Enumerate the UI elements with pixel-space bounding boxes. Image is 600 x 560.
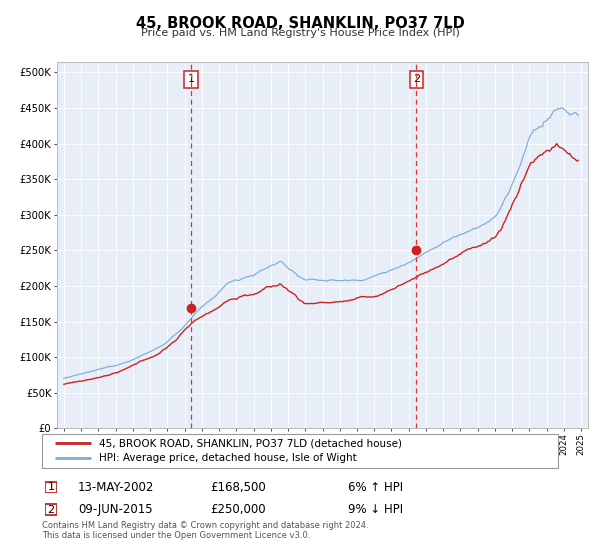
Text: 2: 2 (413, 74, 420, 85)
FancyBboxPatch shape (46, 504, 56, 515)
Text: 45, BROOK ROAD, SHANKLIN, PO37 7LD (detached house): 45, BROOK ROAD, SHANKLIN, PO37 7LD (deta… (99, 438, 402, 449)
Text: 13-MAY-2002: 13-MAY-2002 (78, 480, 154, 494)
Text: HPI: Average price, detached house, Isle of Wight: HPI: Average price, detached house, Isle… (99, 453, 356, 463)
Text: 2: 2 (47, 505, 55, 515)
Text: 45, BROOK ROAD, SHANKLIN, PO37 7LD: 45, BROOK ROAD, SHANKLIN, PO37 7LD (136, 16, 464, 31)
FancyBboxPatch shape (42, 434, 558, 468)
FancyBboxPatch shape (46, 482, 56, 493)
Text: Price paid vs. HM Land Registry's House Price Index (HPI): Price paid vs. HM Land Registry's House … (140, 28, 460, 38)
Text: 6% ↑ HPI: 6% ↑ HPI (348, 480, 403, 494)
Text: 1: 1 (187, 74, 194, 85)
Text: £168,500: £168,500 (210, 480, 266, 494)
Text: 9% ↓ HPI: 9% ↓ HPI (348, 503, 403, 516)
Text: This data is licensed under the Open Government Licence v3.0.: This data is licensed under the Open Gov… (42, 531, 310, 540)
Text: Contains HM Land Registry data © Crown copyright and database right 2024.: Contains HM Land Registry data © Crown c… (42, 521, 368, 530)
Text: 1: 1 (47, 482, 55, 492)
Text: 09-JUN-2015: 09-JUN-2015 (78, 503, 152, 516)
Text: £250,000: £250,000 (210, 503, 266, 516)
